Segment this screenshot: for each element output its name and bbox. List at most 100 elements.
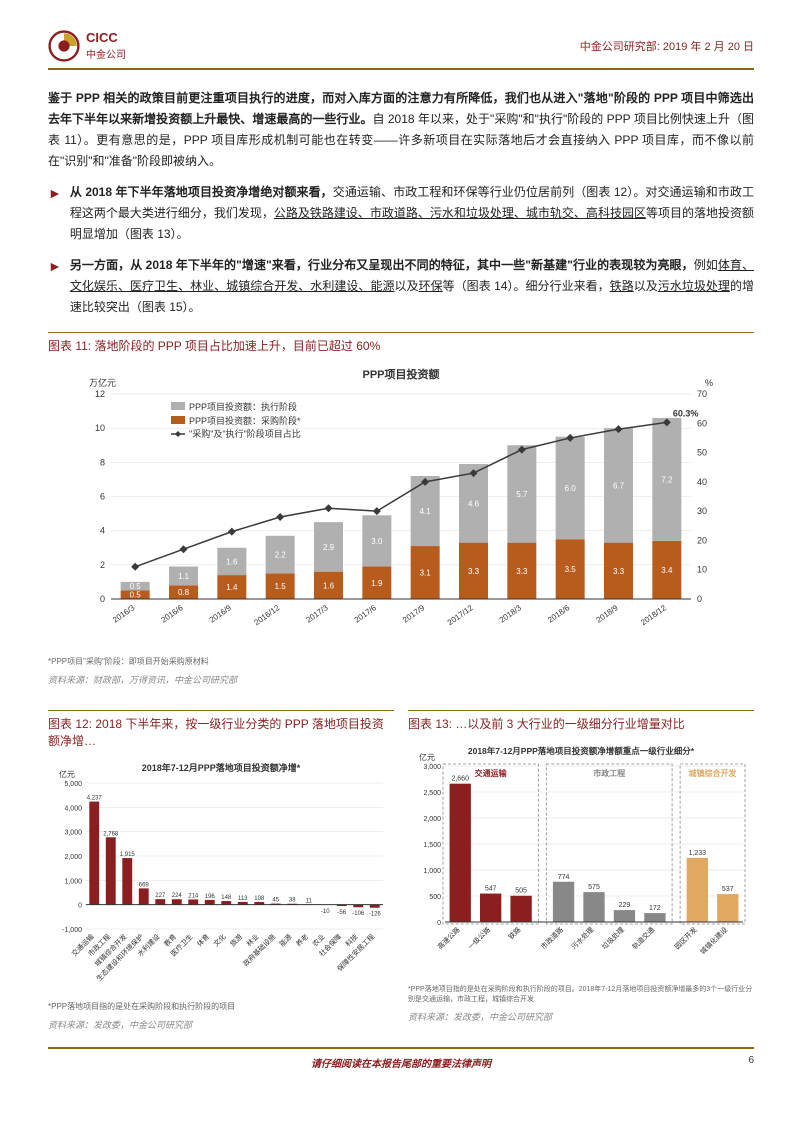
logo: CICC 中金公司	[48, 30, 126, 62]
svg-text:万亿元: 万亿元	[89, 377, 116, 388]
chart12-title: 图表 12: 2018 下半年来，按一级行业分类的 PPP 落地项目投资额净增…	[48, 710, 394, 749]
svg-text:575: 575	[588, 884, 600, 891]
svg-text:5.7: 5.7	[516, 490, 528, 499]
svg-text:3,000: 3,000	[423, 764, 441, 771]
footer-page: 6	[724, 1055, 754, 1066]
svg-text:227: 227	[155, 893, 166, 899]
svg-text:1.6: 1.6	[226, 557, 238, 566]
svg-text:3.3: 3.3	[613, 567, 625, 576]
svg-text:2018/9: 2018/9	[594, 603, 620, 625]
svg-text:4.1: 4.1	[420, 507, 432, 516]
svg-text:45: 45	[272, 898, 279, 904]
svg-text:2017/12: 2017/12	[446, 603, 475, 627]
paragraph-1: 鉴于 PPP 相关的政策目前更注重项目执行的进度，而对入库方面的注意力有所降低，…	[48, 88, 754, 172]
svg-text:3.1: 3.1	[420, 569, 432, 578]
logo-icon	[48, 30, 80, 62]
svg-text:4,000: 4,000	[64, 805, 82, 812]
svg-text:"采购"及"执行"阶段项目占比: "采购"及"执行"阶段项目占比	[189, 428, 301, 439]
svg-text:0: 0	[100, 594, 105, 604]
svg-text:4: 4	[100, 526, 105, 536]
svg-text:PPP项目投资额：执行阶段: PPP项目投资额：执行阶段	[189, 401, 297, 412]
svg-text:2017/3: 2017/3	[304, 603, 330, 625]
svg-text:2,000: 2,000	[423, 816, 441, 823]
chart11: PPP项目投资额万亿元%0246810120102030405060700.50…	[48, 360, 754, 671]
svg-text:2018年7-12月PPP落地项目投资额净增*: 2018年7-12月PPP落地项目投资额净增*	[142, 762, 301, 773]
chart11-footnote: *PPP项目"采购"阶段：即项目开始采购原材料	[48, 656, 754, 667]
svg-text:3.4: 3.4	[661, 566, 673, 575]
svg-text:2018/6: 2018/6	[546, 603, 572, 625]
svg-text:1.1: 1.1	[178, 572, 190, 581]
svg-text:3.3: 3.3	[516, 567, 528, 576]
svg-text:70: 70	[697, 389, 707, 399]
svg-text:224: 224	[172, 893, 183, 899]
svg-text:-1,000: -1,000	[62, 927, 82, 934]
chart13-source: 资料来源：发改委，中金公司研究部	[408, 1010, 754, 1023]
svg-text:1,000: 1,000	[423, 868, 441, 875]
svg-text:-56: -56	[337, 910, 346, 916]
svg-text:60.3%: 60.3%	[673, 408, 699, 418]
svg-text:2017/9: 2017/9	[401, 603, 427, 625]
svg-text:-10: -10	[321, 909, 330, 915]
logo-text-en: CICC	[86, 31, 126, 45]
svg-text:20: 20	[697, 535, 707, 545]
svg-text:2: 2	[100, 560, 105, 570]
svg-text:科技: 科技	[343, 932, 359, 948]
svg-text:1,500: 1,500	[423, 842, 441, 849]
svg-text:教育: 教育	[162, 932, 178, 948]
chart12-source: 资料来源：发改委，中金公司研究部	[48, 1018, 394, 1031]
svg-text:2018/12: 2018/12	[639, 603, 668, 627]
svg-text:农业: 农业	[310, 932, 326, 948]
svg-text:3.3: 3.3	[468, 567, 480, 576]
svg-text:148: 148	[221, 895, 232, 901]
svg-text:669: 669	[139, 882, 150, 888]
footer: 请仔细阅读在本报告尾部的重要法律声明 6	[48, 1047, 754, 1070]
svg-text:3.5: 3.5	[565, 565, 577, 574]
svg-text:2016/9: 2016/9	[208, 603, 234, 625]
chart13-footnote: *PPP落地项目指的是处在采购阶段和执行阶段的项目。2018年7-12月落地项目…	[408, 984, 754, 1004]
svg-text:2.2: 2.2	[275, 551, 287, 560]
svg-text:3.0: 3.0	[371, 537, 383, 546]
svg-text:1.5: 1.5	[275, 582, 287, 591]
svg-text:3,000: 3,000	[64, 830, 82, 837]
svg-text:38: 38	[289, 898, 296, 904]
svg-text:污水处理: 污水处理	[569, 925, 595, 951]
svg-text:547: 547	[485, 886, 497, 893]
svg-text:2,660: 2,660	[451, 776, 469, 783]
svg-text:537: 537	[722, 886, 734, 893]
svg-text:-126: -126	[369, 912, 382, 918]
svg-text:市政工程: 市政工程	[593, 768, 625, 778]
svg-text:2016/6: 2016/6	[159, 603, 185, 625]
bullet-2: ► 另一方面，从 2018 年下半年的"增速"来看，行业分布又呈现出不同的特征，…	[48, 255, 754, 318]
chart13: 2018年7-12月PPP落地项目投资额净增额重点一级行业细分*亿元05001,…	[408, 738, 754, 1008]
svg-text:11: 11	[306, 898, 313, 904]
svg-text:1.4: 1.4	[226, 583, 238, 592]
svg-text:2016/3: 2016/3	[111, 603, 137, 625]
svg-text:6: 6	[100, 492, 105, 502]
svg-text:6.0: 6.0	[565, 484, 577, 493]
svg-text:园区开发: 园区开发	[673, 925, 699, 951]
svg-text:铁路: 铁路	[506, 925, 522, 941]
header: CICC 中金公司 中金公司研究部: 2019 年 2 月 20 日	[48, 30, 754, 70]
header-date: 中金公司研究部: 2019 年 2 月 20 日	[580, 38, 754, 54]
svg-text:PPP项目投资额：采购阶段*: PPP项目投资额：采购阶段*	[189, 415, 301, 426]
chart12-footnote: *PPP落地项目指的是处在采购阶段和执行阶段的项目	[48, 1001, 394, 1012]
svg-text:8: 8	[100, 457, 105, 467]
svg-text:一级公路: 一级公路	[466, 925, 492, 951]
svg-text:40: 40	[697, 477, 707, 487]
svg-text:214: 214	[188, 893, 199, 899]
svg-text:2,500: 2,500	[423, 790, 441, 797]
svg-text:2017/6: 2017/6	[353, 603, 379, 625]
svg-text:6.7: 6.7	[613, 481, 625, 490]
svg-text:林业: 林业	[244, 932, 260, 948]
svg-text:30: 30	[697, 506, 707, 516]
svg-text:高速公路: 高速公路	[435, 925, 461, 951]
svg-text:城镇化建设: 城镇化建设	[698, 925, 729, 956]
svg-text:-106: -106	[352, 911, 365, 917]
svg-text:1.9: 1.9	[371, 579, 383, 588]
svg-text:0: 0	[78, 903, 82, 910]
svg-text:%: %	[705, 378, 713, 388]
svg-text:1,915: 1,915	[120, 852, 136, 858]
bullet-marker-icon: ►	[48, 255, 62, 318]
chart13-title: 图表 13: …以及前 3 大行业的一级细分行业增量对比	[408, 710, 754, 732]
chart11-title: 图表 11: 落地阶段的 PPP 项目占比加速上升，目前已超过 60%	[48, 332, 754, 354]
